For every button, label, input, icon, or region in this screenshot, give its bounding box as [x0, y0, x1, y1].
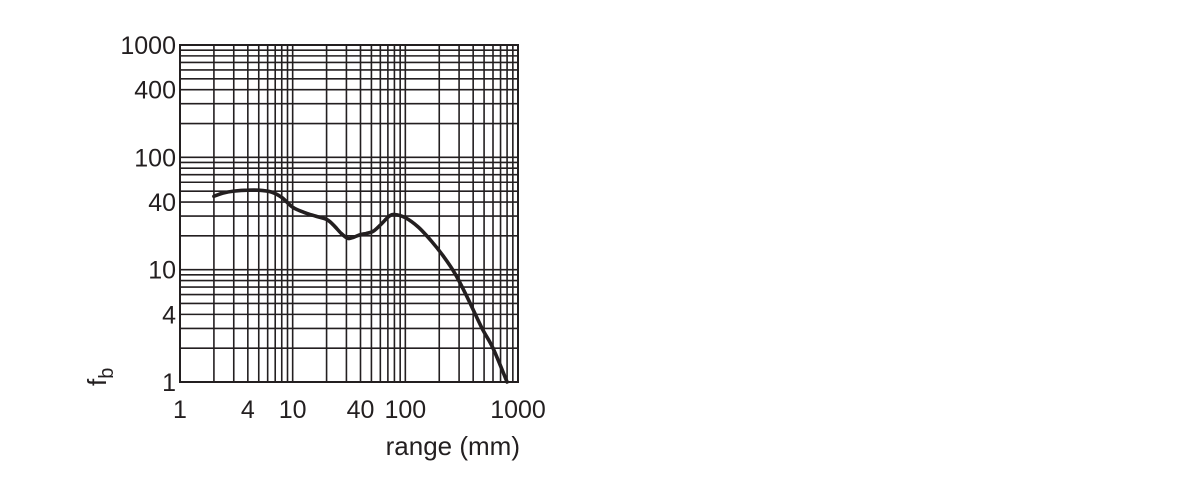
y-tick-label: 400: [134, 77, 176, 105]
x-tick-label: 100: [384, 396, 426, 424]
y-tick-label: 1000: [120, 32, 176, 60]
y-tick-labels: 1 4 10 40 100 400 1000: [120, 32, 176, 397]
x-tick-label: 1: [173, 396, 187, 424]
x-tick-label: 4: [241, 396, 255, 424]
y-tick-label: 1: [162, 369, 176, 397]
y-tick-label: 100: [134, 144, 176, 172]
y-tick-label: 40: [148, 189, 176, 217]
y-tick-label: 4: [162, 301, 176, 329]
x-tick-label: 10: [279, 396, 307, 424]
grid-lines: [179, 44, 519, 383]
y-axis-label-base: f: [82, 378, 112, 386]
y-axis-label: fb: [82, 368, 118, 386]
x-tick-label: 1000: [490, 396, 546, 424]
x-axis-label: range (mm): [386, 431, 520, 461]
svg-text:fb: fb: [82, 368, 118, 386]
x-tick-label: 40: [347, 396, 375, 424]
y-tick-label: 10: [148, 257, 176, 285]
x-tick-labels: 1 4 10 40 100 1000: [173, 396, 546, 424]
y-axis-label-subscript: b: [96, 368, 118, 379]
plot-frame: [179, 44, 519, 383]
series-line: [212, 188, 509, 384]
